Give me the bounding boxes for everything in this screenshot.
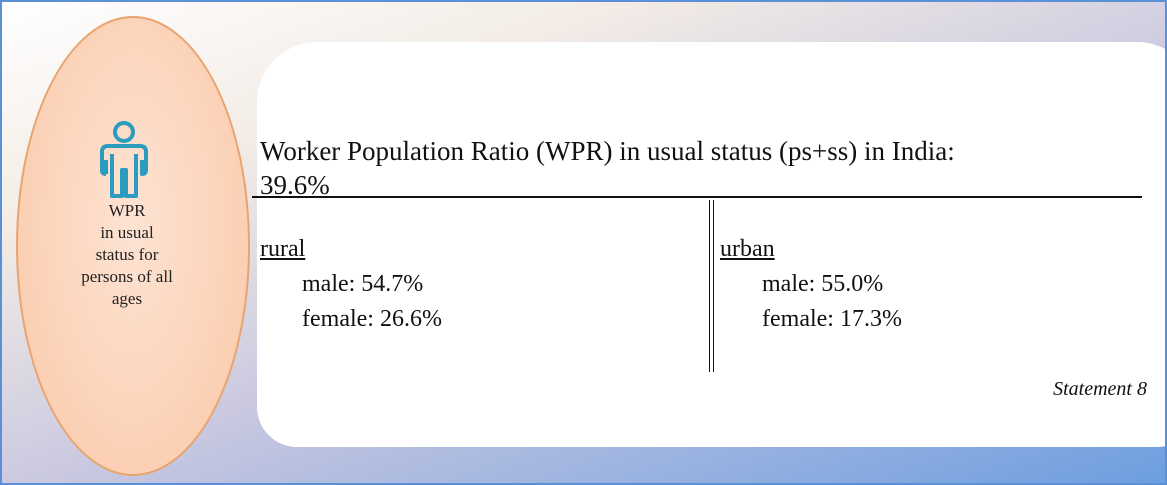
card: Worker Population Ratio (WPR) in usual s… — [252, 42, 1165, 447]
label-line: WPR — [108, 201, 146, 220]
left-label: WPR in usual status for persons of all ages — [22, 200, 232, 310]
column-heading: rural — [260, 236, 306, 262]
label-line: status for — [95, 245, 159, 264]
column-item: male: 55.0% — [762, 271, 884, 297]
column-item: female: 26.6% — [302, 306, 442, 332]
person-icon — [100, 121, 148, 198]
footnote: Statement 8 — [1053, 378, 1147, 400]
label-line: persons of all — [81, 267, 173, 286]
column-heading: urban — [720, 236, 775, 262]
column-item: female: 17.3% — [762, 306, 902, 332]
column: urban male: 55.0% female: 17.3% — [720, 232, 902, 337]
divider — [252, 196, 1142, 198]
column-divider — [709, 200, 714, 372]
oval-panel — [16, 16, 250, 476]
title-line: Worker Population Ratio (WPR) in usual s… — [260, 136, 955, 166]
card-title: Worker Population Ratio (WPR) in usual s… — [260, 134, 955, 202]
title-line: 39.6% — [260, 170, 330, 200]
label-line: in usual — [100, 223, 154, 242]
column-item: male: 54.7% — [302, 271, 424, 297]
label-line: ages — [111, 289, 143, 308]
column: rural male: 54.7% female: 26.6% — [260, 232, 442, 337]
